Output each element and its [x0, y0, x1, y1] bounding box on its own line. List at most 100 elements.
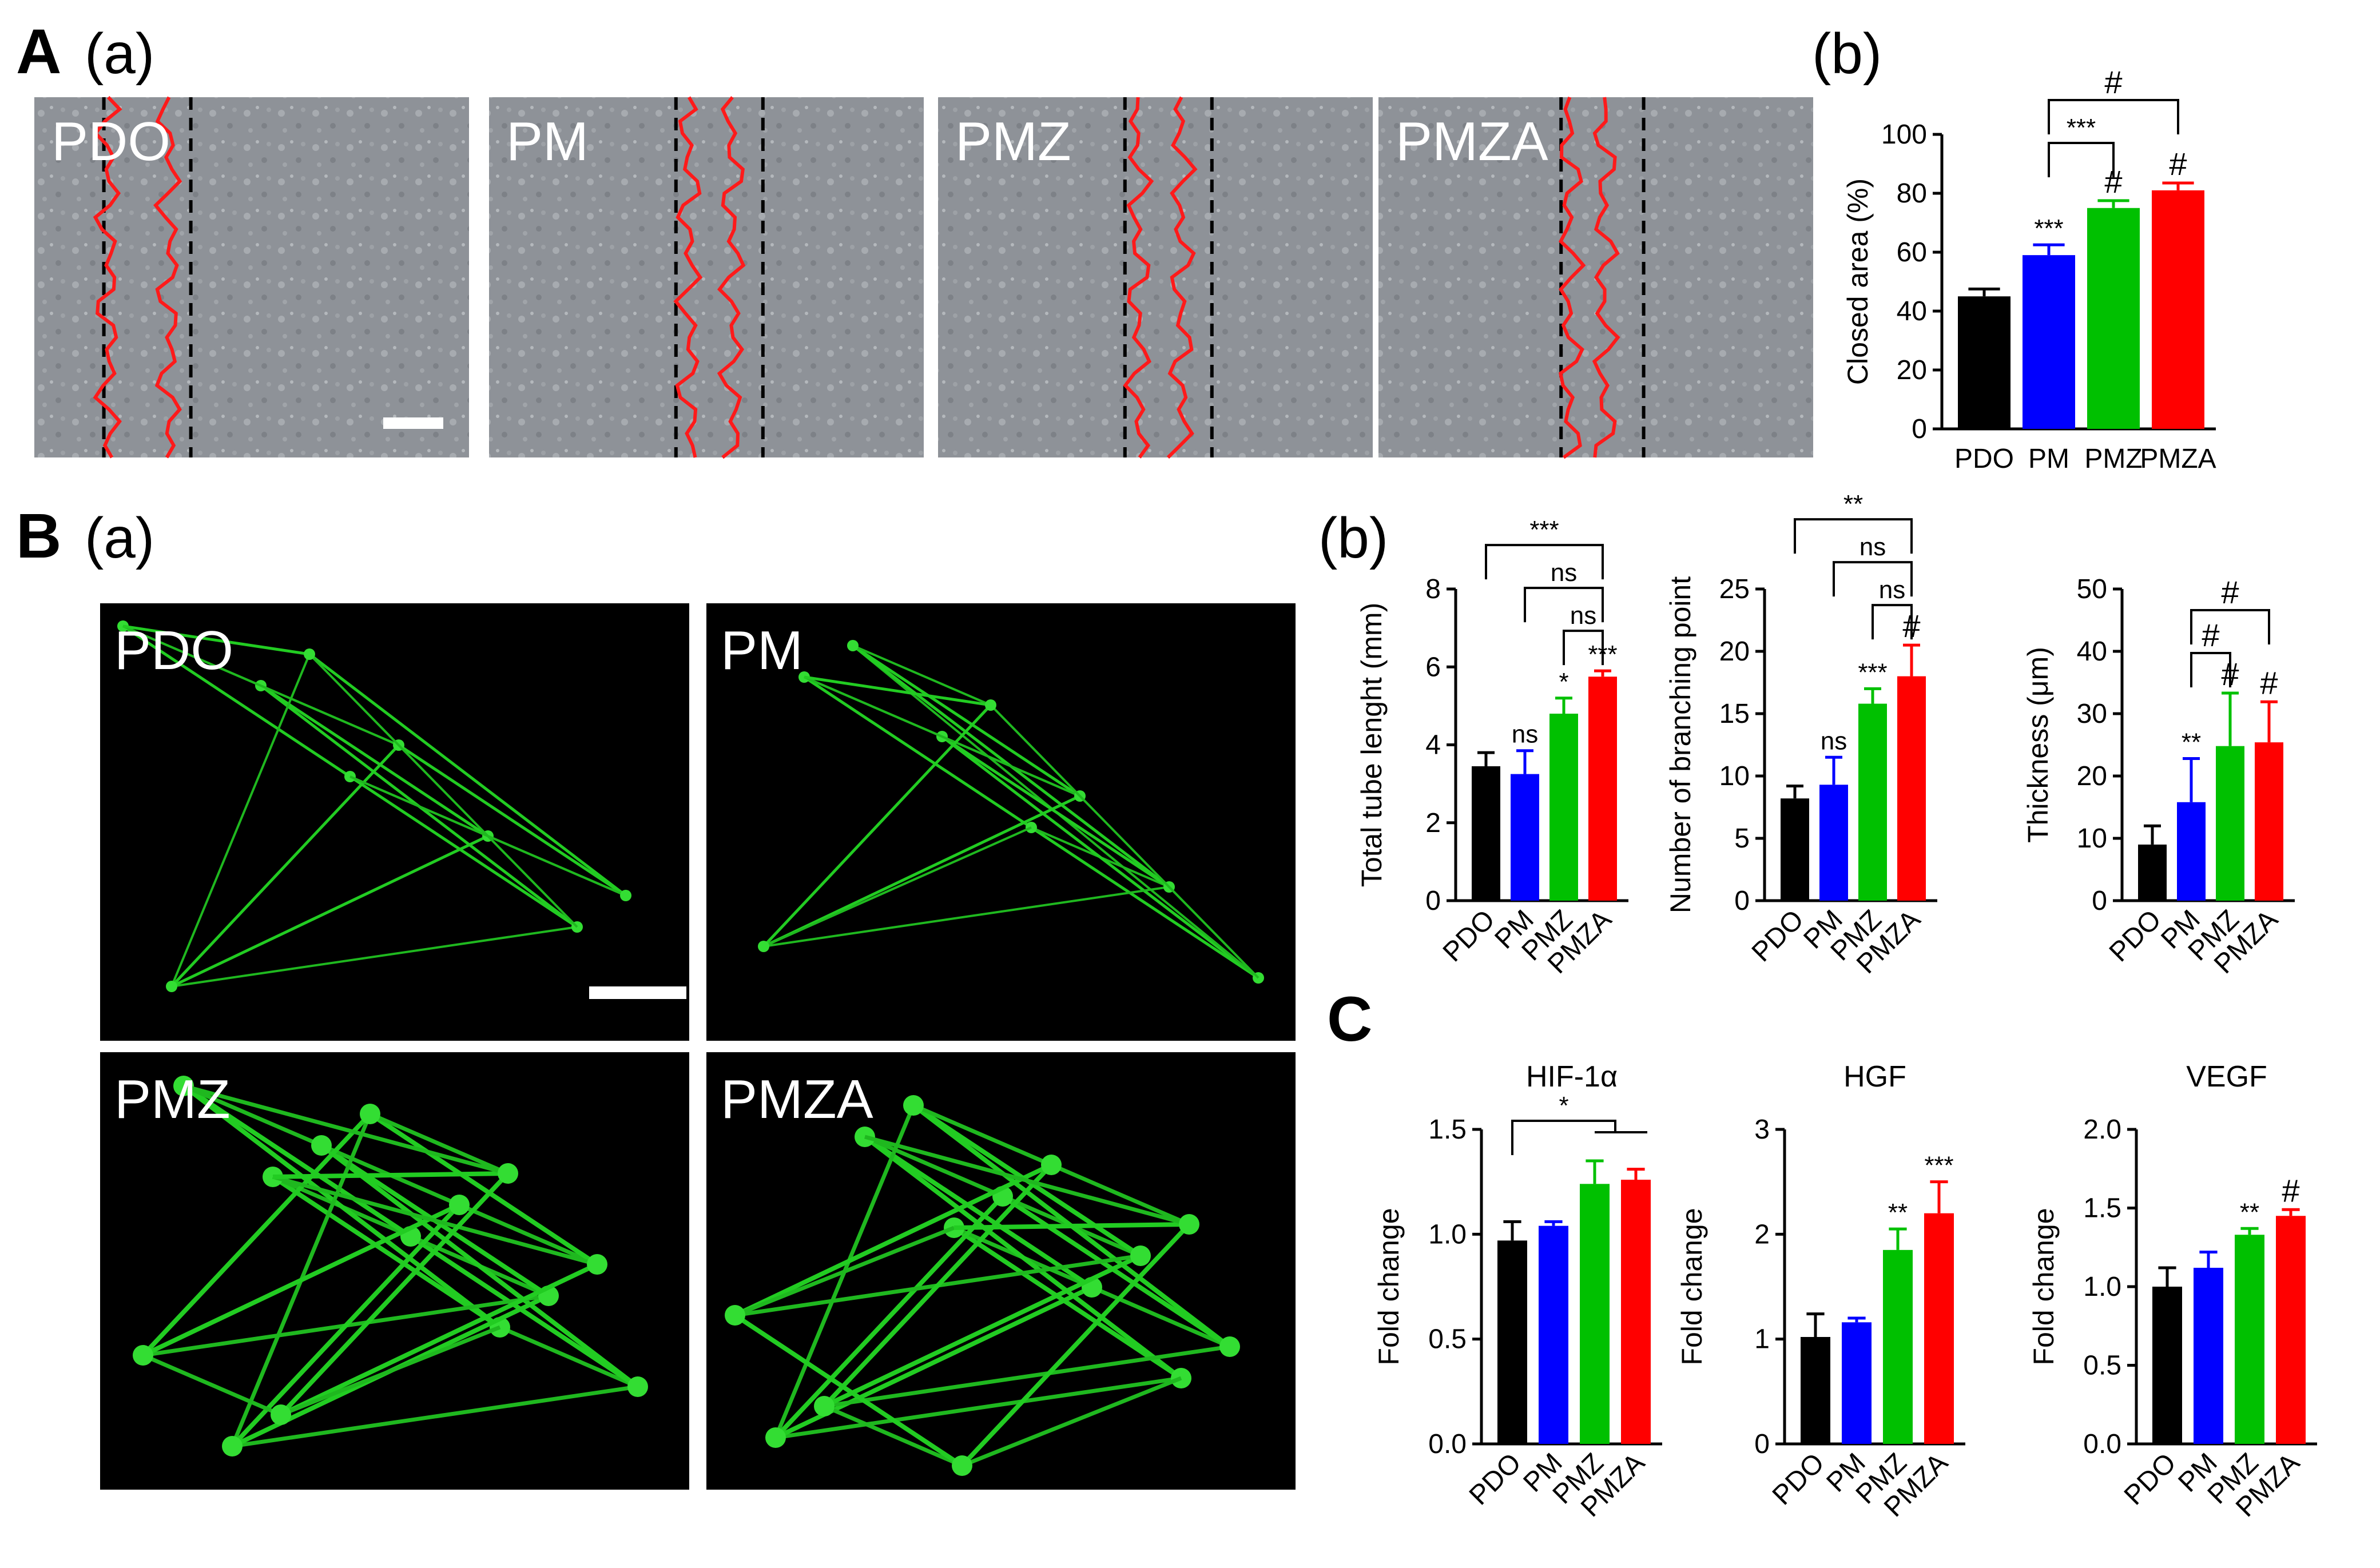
tube-segment [863, 1135, 1183, 1380]
bar-pmz [1549, 714, 1578, 901]
y-tick-label: 1.0 [1428, 1219, 1467, 1249]
cell-front-line [717, 96, 746, 459]
tube-segment [279, 1172, 510, 1416]
bar-pm [2177, 802, 2206, 901]
tube-segment [1091, 1285, 1231, 1349]
significance-label: * [1559, 668, 1568, 696]
tube-segment [762, 794, 1081, 948]
bracket-label: ** [1843, 490, 1863, 518]
scratch-assay-micrographs: PDO PM PMZ PMZA [34, 95, 1813, 459]
x-tick-label: PMZA [2140, 444, 2216, 474]
tube-segment [458, 1203, 598, 1267]
bracket-label: * [1559, 1092, 1568, 1120]
x-tick-label: PDO [2119, 1447, 2182, 1511]
tube-segment [1030, 826, 1259, 980]
micrograph-label: PM [721, 620, 803, 681]
tube-segment [852, 644, 1081, 798]
y-axis-label: Fold change [2028, 1208, 2060, 1365]
micrograph-a-pdo: PDO [34, 95, 469, 459]
y-tick-label: 60 [1897, 237, 1927, 268]
branch-node [985, 699, 996, 711]
tube-segment [774, 1195, 1004, 1439]
branch-node [847, 640, 859, 651]
tube-segment [368, 1112, 599, 1267]
tube-segment [941, 735, 1259, 979]
bar-pmza [1588, 676, 1617, 901]
panel-b-sub-a: (a) [85, 506, 154, 570]
significance-label: ** [1888, 1199, 1908, 1227]
tube-segment [369, 1112, 509, 1176]
tube-segment [398, 743, 627, 897]
significance-label: *** [1858, 658, 1887, 686]
significance-label: *** [1924, 1152, 1953, 1180]
panel-b-sub-b: (b) [1318, 506, 1388, 570]
tube-segment [122, 624, 310, 656]
branch-node [814, 1396, 835, 1416]
significance-bracket [1563, 630, 1604, 666]
tube-segment [762, 704, 992, 948]
y-tick-label: 1.5 [2083, 1193, 2121, 1224]
significance-bracket [2048, 141, 2115, 177]
branch-node [1130, 1245, 1151, 1266]
tube-segment [320, 1143, 639, 1389]
branch-node [587, 1254, 607, 1275]
chart-title: VEGF [2186, 1060, 2267, 1093]
bar-pmz [2087, 208, 2140, 429]
tube-segment [734, 1225, 955, 1318]
y-tick-label: 0 [1912, 414, 1927, 444]
x-tick-label: PDO [1767, 1447, 1830, 1511]
y-tick-label: 3 [1754, 1115, 1770, 1145]
y-tick-label: 0.5 [1428, 1324, 1467, 1355]
y-tick-label: 20 [1897, 355, 1927, 385]
tube-segment [734, 1163, 1052, 1318]
significance-label: ** [2182, 728, 2201, 756]
tube-segment [763, 826, 1032, 948]
y-tick-label: 1 [1754, 1324, 1770, 1355]
bracket-label: ns [1570, 602, 1596, 630]
cell-front-line [153, 96, 182, 459]
significance-label: ns [1512, 721, 1538, 749]
micrograph-b-pdo: PDO [100, 603, 689, 1041]
cell-front-line [1558, 96, 1586, 459]
tube-segment [272, 1175, 598, 1267]
tube-segment [961, 1376, 1182, 1468]
tube-segment [952, 1225, 1183, 1380]
tube-segment [182, 1084, 502, 1330]
y-tick-label: 40 [2077, 636, 2107, 667]
tube-segment [232, 1384, 638, 1448]
tube-segment [308, 653, 578, 928]
y-tick-label: 0 [1754, 1429, 1770, 1459]
panel-c-letter: C [1327, 984, 1372, 1054]
micrograph-b-pmza: PMZA [706, 1052, 1296, 1490]
tube-segment [803, 675, 1032, 829]
tube-segment [864, 1135, 1190, 1227]
tube-segment [733, 1313, 964, 1468]
branch-node [758, 941, 769, 952]
tube-segment [823, 1253, 1142, 1408]
chart-title: HIF-1α [1526, 1060, 1618, 1093]
tube-segment [349, 775, 578, 929]
tube-segment [170, 744, 400, 988]
significance-label: *** [2034, 214, 2063, 242]
y-tick-label: 0.0 [1428, 1429, 1467, 1459]
bar-pmza [1621, 1180, 1651, 1444]
bar-pdo [1781, 798, 1809, 901]
branch-node [271, 1404, 291, 1425]
y-tick-label: 6 [1425, 652, 1441, 682]
y-tick-label: 1.0 [2083, 1272, 2121, 1302]
tube-segment [953, 1222, 1190, 1230]
significance-label: ** [2240, 1198, 2259, 1226]
bar-pmza [1924, 1213, 1954, 1444]
branch-node [620, 890, 631, 901]
tube-segment [775, 1376, 1182, 1440]
bar-pdo [1801, 1337, 1830, 1444]
branch-node [1219, 1336, 1240, 1357]
x-tick-label: PDO [1954, 444, 2014, 474]
y-tick-label: 40 [1897, 296, 1927, 327]
micrograph-b-pm: PM [706, 603, 1296, 1041]
tube-segment [912, 1103, 1052, 1167]
branch-node [449, 1195, 470, 1215]
